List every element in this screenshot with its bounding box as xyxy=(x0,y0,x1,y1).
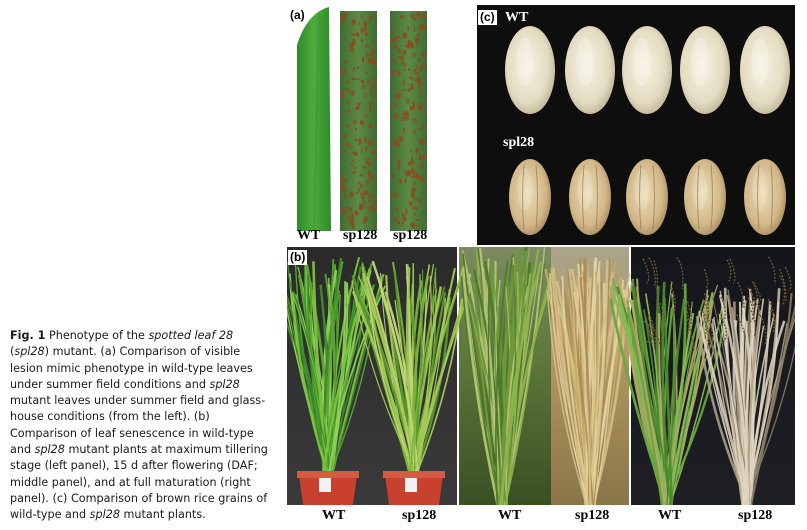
panel-a-leaf-comparison: (a) WT sp128 sp128 xyxy=(287,5,442,245)
grain-drawing xyxy=(505,26,790,235)
panel-c-grain-comparison: (c) WT spl28 xyxy=(477,5,795,245)
plant-label-sp128-tillering: sp128 xyxy=(402,508,437,523)
plant-label-wt-15daf: WT xyxy=(498,508,522,523)
pot-sp128 xyxy=(383,471,445,505)
panel-b-plant-comparison: (b) xyxy=(287,247,795,505)
leaf-label-sp128-field: sp128 xyxy=(343,228,378,243)
figure-number: Fig. 1 xyxy=(10,329,46,342)
pot-wt xyxy=(297,471,359,505)
panel-c-label: (c) xyxy=(478,10,497,25)
leaf-label-sp128-glasshouse: sp128 xyxy=(393,228,428,243)
plant-label-wt-maturation: WT xyxy=(658,508,682,523)
lesion-spots-field xyxy=(339,11,377,230)
panel-a-label: (a) xyxy=(290,8,305,22)
figure-caption: Fig. 1 Phenotype of the spotted leaf 28 … xyxy=(10,329,268,522)
plant-label-sp128-maturation: sp128 xyxy=(738,508,773,523)
leaf-label-wt: WT xyxy=(297,228,321,243)
panel-b-label: (b) xyxy=(288,250,308,265)
leaf-drawing xyxy=(297,7,427,232)
grain-row-label-wt: WT xyxy=(505,10,529,25)
grain-row-label-mutant: spl28 xyxy=(503,135,535,150)
wt-leaf xyxy=(297,7,331,231)
plant-label-wt-tillering: WT xyxy=(322,508,346,523)
plant-drawing xyxy=(287,247,795,505)
lesion-spots-glasshouse xyxy=(390,11,427,229)
plant-label-sp128-15daf: sp128 xyxy=(575,508,610,523)
